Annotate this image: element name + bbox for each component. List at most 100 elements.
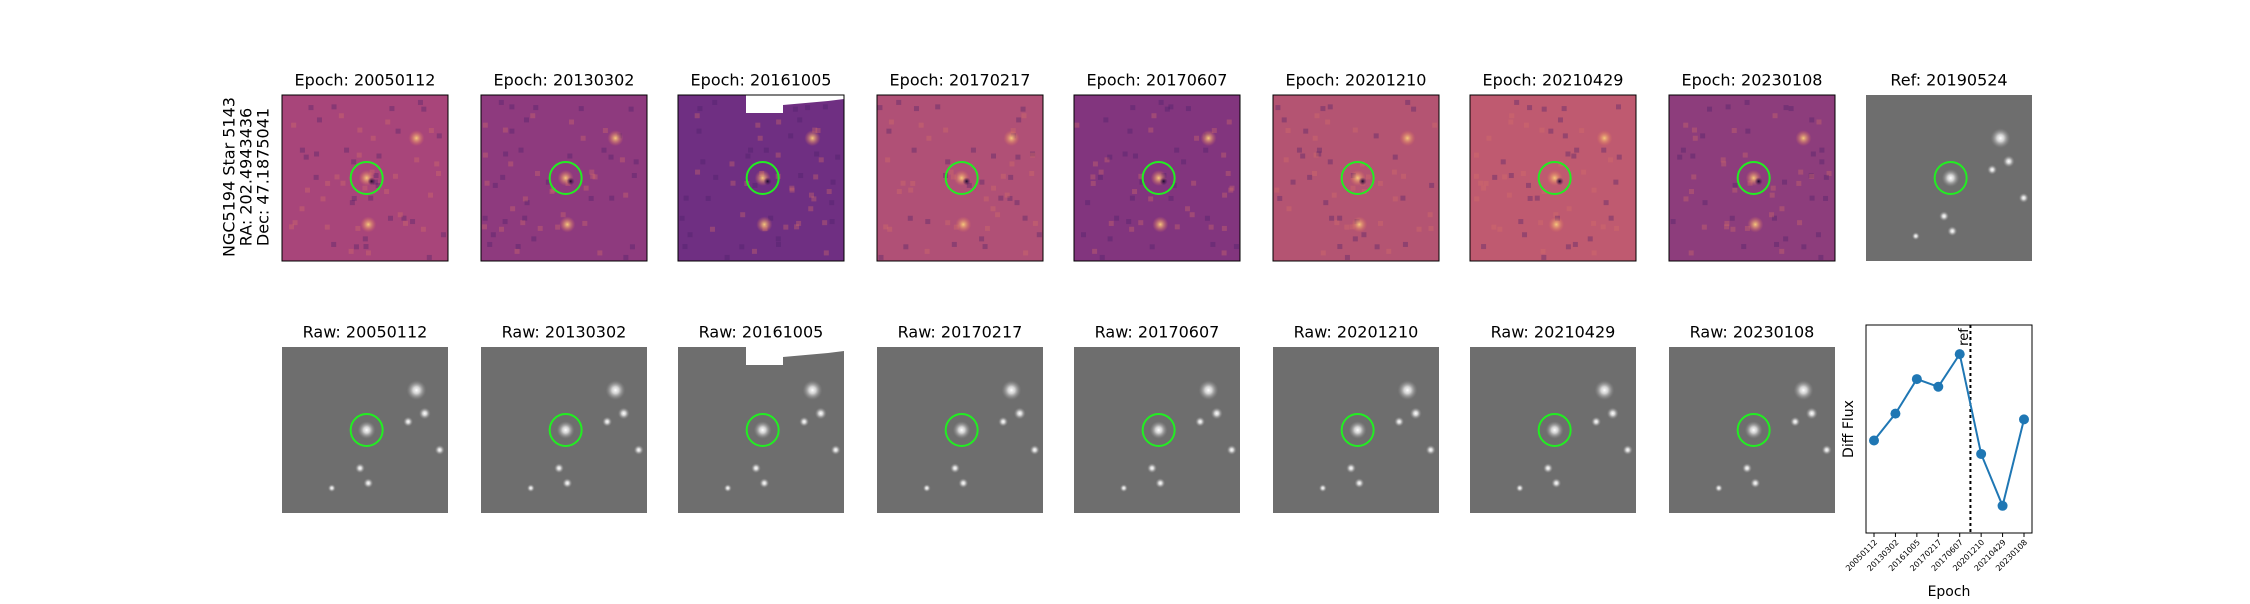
noise — [1352, 127, 1358, 133]
star — [922, 484, 931, 493]
noise — [682, 244, 688, 250]
aperture — [1736, 161, 1771, 195]
noise — [1725, 104, 1731, 110]
noise — [1221, 250, 1227, 256]
noise — [1149, 244, 1155, 250]
noise — [1481, 185, 1487, 191]
noise — [1540, 248, 1546, 254]
noise — [397, 212, 403, 218]
noise — [990, 206, 996, 212]
noise — [1090, 180, 1096, 186]
noise — [1303, 128, 1309, 134]
noise — [1553, 212, 1559, 218]
noise — [755, 122, 761, 128]
noise — [995, 212, 1001, 218]
noise — [520, 220, 526, 226]
noise — [1210, 241, 1216, 247]
noise — [1391, 169, 1397, 175]
noise — [1591, 220, 1597, 226]
noise — [998, 195, 1004, 201]
noise — [805, 105, 811, 111]
noise — [1092, 248, 1098, 254]
noise — [1534, 195, 1540, 201]
noise — [903, 244, 909, 250]
noise — [365, 250, 371, 256]
noise — [1432, 122, 1438, 128]
star — [1947, 226, 1958, 237]
noise — [291, 122, 297, 128]
noise — [1527, 105, 1533, 111]
noise — [745, 153, 751, 159]
noise — [1092, 161, 1098, 167]
noise — [609, 195, 615, 201]
noise — [1029, 170, 1035, 176]
noise — [324, 224, 330, 230]
noise — [363, 244, 369, 250]
noise — [789, 185, 795, 191]
noise — [602, 128, 608, 134]
noise — [1030, 152, 1036, 158]
noise — [1497, 226, 1503, 232]
panel-title: Raw: 20170217 — [898, 323, 1023, 342]
noise — [700, 159, 706, 165]
noise — [633, 159, 639, 165]
aperture — [1340, 161, 1375, 195]
noise — [1525, 182, 1531, 188]
noise — [1097, 174, 1103, 180]
noise — [1361, 232, 1367, 238]
noise — [509, 128, 515, 134]
star — [1318, 484, 1327, 493]
residual — [1003, 130, 1020, 147]
residual — [559, 216, 576, 233]
panel-title: Epoch: 20230108 — [1682, 71, 1823, 90]
noise — [1164, 106, 1170, 112]
noise — [349, 200, 355, 206]
noise — [979, 236, 985, 242]
noise — [1481, 244, 1487, 250]
noise — [1818, 254, 1824, 260]
noise — [1508, 173, 1514, 179]
noise — [1274, 187, 1280, 193]
noise — [1361, 189, 1367, 195]
star — [1409, 407, 1422, 420]
noise — [375, 182, 381, 188]
noise — [1707, 106, 1713, 112]
noise — [822, 220, 828, 226]
noise — [705, 195, 711, 201]
noise — [798, 173, 804, 179]
star — [1941, 169, 1960, 187]
star — [1545, 421, 1564, 439]
noise — [1579, 128, 1585, 134]
x-axis-label: Epoch — [1928, 584, 1971, 600]
star — [1348, 421, 1367, 439]
noise — [979, 179, 985, 185]
noise — [1826, 170, 1832, 176]
residual — [360, 216, 377, 233]
noise — [1798, 169, 1804, 175]
star — [1147, 463, 1158, 474]
noise — [945, 220, 951, 226]
point — [1954, 349, 1965, 360]
noise — [1009, 161, 1015, 167]
star — [759, 478, 770, 489]
noise — [696, 128, 702, 134]
noise — [435, 170, 441, 176]
noise — [776, 119, 782, 125]
noise — [1401, 173, 1407, 179]
star — [1790, 416, 1801, 427]
star — [434, 444, 445, 455]
noise — [1320, 106, 1326, 112]
star — [1606, 407, 1619, 420]
noise — [368, 195, 374, 201]
noise — [739, 244, 745, 250]
noise — [830, 179, 836, 185]
star — [605, 380, 626, 401]
noise — [623, 192, 629, 198]
noise — [580, 135, 586, 141]
noise — [1185, 106, 1191, 112]
noise — [601, 147, 607, 153]
star — [1805, 407, 1818, 420]
noise — [303, 154, 309, 160]
noise — [524, 200, 530, 206]
star — [1346, 463, 1357, 474]
